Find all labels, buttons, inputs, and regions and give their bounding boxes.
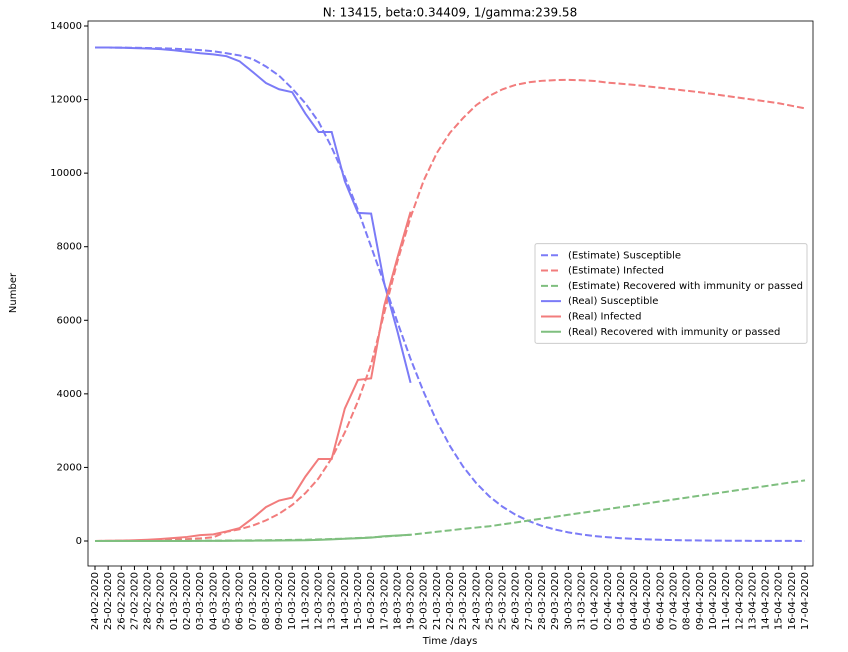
x-tick-label: 05-03-2020 bbox=[221, 572, 232, 630]
legend: (Estimate) Susceptible (Estimate) Infecte… bbox=[534, 243, 808, 344]
x-tick-label: 17-04-2020 bbox=[800, 572, 811, 630]
x-tick-label: 08-04-2020 bbox=[682, 572, 693, 630]
legend-label: (Estimate) Recovered with immunity or pa… bbox=[568, 281, 803, 292]
plot-frame bbox=[87, 20, 814, 567]
chart-title: N: 13415, beta:0.34409, 1/gamma:239.58 bbox=[323, 6, 577, 20]
x-tick-label: 16-04-2020 bbox=[787, 572, 798, 630]
x-tick-label: 03-03-2020 bbox=[195, 572, 206, 630]
x-tick-label: 19-03-2020 bbox=[406, 572, 417, 630]
series-line bbox=[94, 211, 412, 542]
x-tick-label: 12-03-2020 bbox=[314, 572, 325, 630]
x-tick-label: 17-03-2020 bbox=[379, 572, 390, 630]
y-tick-label: 8000 bbox=[57, 242, 82, 253]
x-tick-label: 28-02-2020 bbox=[143, 572, 154, 630]
x-tick-label: 31-03-2020 bbox=[576, 572, 587, 630]
x-tick-label: 06-03-2020 bbox=[235, 572, 246, 630]
x-tick-label: 24-02-2020 bbox=[90, 572, 101, 630]
y-tick-label: 4000 bbox=[57, 389, 82, 400]
y-tick-label: 2000 bbox=[57, 462, 82, 473]
x-tick-label: 01-04-2020 bbox=[590, 572, 601, 630]
x-tick-label: 25-03-2020 bbox=[484, 572, 495, 630]
legend-box bbox=[534, 243, 808, 344]
x-axis-label: Time /days bbox=[422, 636, 478, 647]
x-tick-label: 21-03-2020 bbox=[432, 572, 443, 630]
x-tick-label: 14-04-2020 bbox=[761, 572, 772, 630]
x-tick-label: 18-03-2020 bbox=[392, 572, 403, 630]
y-tick-label: 0 bbox=[76, 536, 82, 547]
series-line bbox=[94, 78, 806, 542]
y-tick-label: 10000 bbox=[50, 168, 82, 179]
x-tick-label: 15-03-2020 bbox=[353, 572, 364, 630]
x-tick-label: 10-04-2020 bbox=[708, 572, 719, 630]
x-tick-label: 29-03-2020 bbox=[550, 572, 561, 630]
series-line bbox=[94, 46, 806, 542]
x-tick-label: 01-03-2020 bbox=[169, 572, 180, 630]
legend-label: (Real) Recovered with immunity or passed bbox=[568, 327, 780, 338]
x-tick-label: 06-04-2020 bbox=[655, 572, 666, 630]
x-tick-label: 27-03-2020 bbox=[524, 572, 535, 630]
y-tick-label: 12000 bbox=[50, 95, 82, 106]
x-tick-label: 15-04-2020 bbox=[774, 572, 785, 630]
x-tick-label: 22-03-2020 bbox=[445, 572, 456, 630]
x-tick-label: 13-04-2020 bbox=[747, 572, 758, 630]
x-tick-label: 09-03-2020 bbox=[274, 572, 285, 630]
x-tick-label: 03-04-2020 bbox=[616, 572, 627, 630]
legend-label: (Estimate) Infected bbox=[568, 266, 664, 277]
x-tick-label: 30-03-2020 bbox=[563, 572, 574, 630]
x-tick-label: 11-04-2020 bbox=[721, 572, 732, 630]
x-tick-label: 27-02-2020 bbox=[129, 572, 140, 630]
x-tick-label: 25-02-2020 bbox=[103, 572, 114, 630]
y-tick-label: 6000 bbox=[57, 315, 82, 326]
y-tick-label: 14000 bbox=[50, 21, 82, 32]
series-line bbox=[94, 479, 806, 542]
x-tick-label: 02-03-2020 bbox=[182, 572, 193, 630]
x-tick-label: 24-03-2020 bbox=[471, 572, 482, 630]
x-tick-label: 11-03-2020 bbox=[300, 572, 311, 630]
x-tick-label: 08-03-2020 bbox=[261, 572, 272, 630]
x-tick-label: 04-04-2020 bbox=[629, 572, 640, 630]
x-tick-label: 23-03-2020 bbox=[458, 572, 469, 630]
x-tick-label: 26-02-2020 bbox=[116, 572, 127, 630]
series-line bbox=[95, 46, 412, 384]
x-tick-label: 10-03-2020 bbox=[287, 572, 298, 630]
legend-label: (Real) Susceptible bbox=[568, 296, 658, 307]
x-tick-label: 13-03-2020 bbox=[327, 572, 338, 630]
x-tick-label: 29-02-2020 bbox=[156, 572, 167, 630]
series-line bbox=[95, 533, 411, 542]
x-tick-label: 04-03-2020 bbox=[208, 572, 219, 630]
x-tick-label: 14-03-2020 bbox=[340, 572, 351, 630]
legend-label: (Estimate) Susceptible bbox=[568, 250, 681, 261]
x-tick-label: 07-04-2020 bbox=[669, 572, 680, 630]
x-tick-label: 07-03-2020 bbox=[248, 572, 259, 630]
x-tick-label: 20-03-2020 bbox=[419, 572, 430, 630]
x-tick-label: 12-04-2020 bbox=[734, 572, 745, 630]
y-axis-label: Number bbox=[8, 272, 19, 313]
x-tick-label: 02-04-2020 bbox=[603, 572, 614, 630]
x-tick-label: 28-03-2020 bbox=[537, 572, 548, 630]
x-tick-label: 25-03-2020 bbox=[498, 572, 509, 630]
x-tick-label: 09-04-2020 bbox=[695, 572, 706, 630]
x-tick-label: 16-03-2020 bbox=[366, 572, 377, 630]
x-tick-label: 05-04-2020 bbox=[642, 572, 653, 630]
x-tick-label: 26-03-2020 bbox=[511, 572, 522, 630]
legend-label: (Real) Infected bbox=[568, 311, 641, 322]
